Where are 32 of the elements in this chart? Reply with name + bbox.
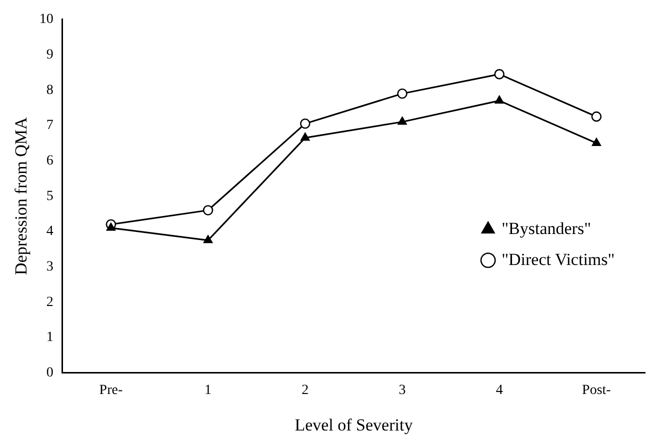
y-axis-title: Depression from QMA	[12, 116, 31, 275]
y-tick-label: 1	[46, 330, 54, 346]
x-tick-label: 4	[496, 382, 503, 398]
y-tick-label: 9	[46, 47, 54, 62]
y-tick-label: 0	[46, 365, 54, 380]
point	[397, 88, 408, 99]
y-tick-label: 7	[46, 118, 54, 134]
y-tick-label: 2	[46, 294, 54, 310]
point	[300, 118, 310, 129]
y-tick-label: 10	[39, 12, 54, 28]
point	[300, 132, 310, 141]
y-tick-label: 8	[46, 82, 54, 98]
x-tick-label: 3	[398, 382, 406, 398]
y-tick-label: 3	[46, 259, 54, 274]
x-tick-label: Post-	[582, 382, 612, 398]
legend-label: "Bystanders"	[502, 218, 592, 238]
x-tick-label: 2	[302, 382, 309, 398]
point	[204, 235, 213, 244]
x-tick-label: 1	[204, 382, 212, 398]
point	[398, 116, 407, 125]
legend-label: "Direct Victims"	[502, 250, 615, 269]
point	[202, 205, 214, 216]
point	[591, 111, 602, 122]
point	[592, 138, 601, 146]
x-axis-title: Level of Severity	[294, 415, 414, 434]
point	[494, 69, 504, 80]
point	[494, 96, 504, 104]
y-tick-label: 4	[46, 224, 54, 240]
y-tick-label: 5	[46, 188, 54, 204]
x-tick-label: Pre-	[99, 382, 123, 398]
y-tick-label: 6	[46, 153, 54, 168]
point	[106, 222, 116, 231]
